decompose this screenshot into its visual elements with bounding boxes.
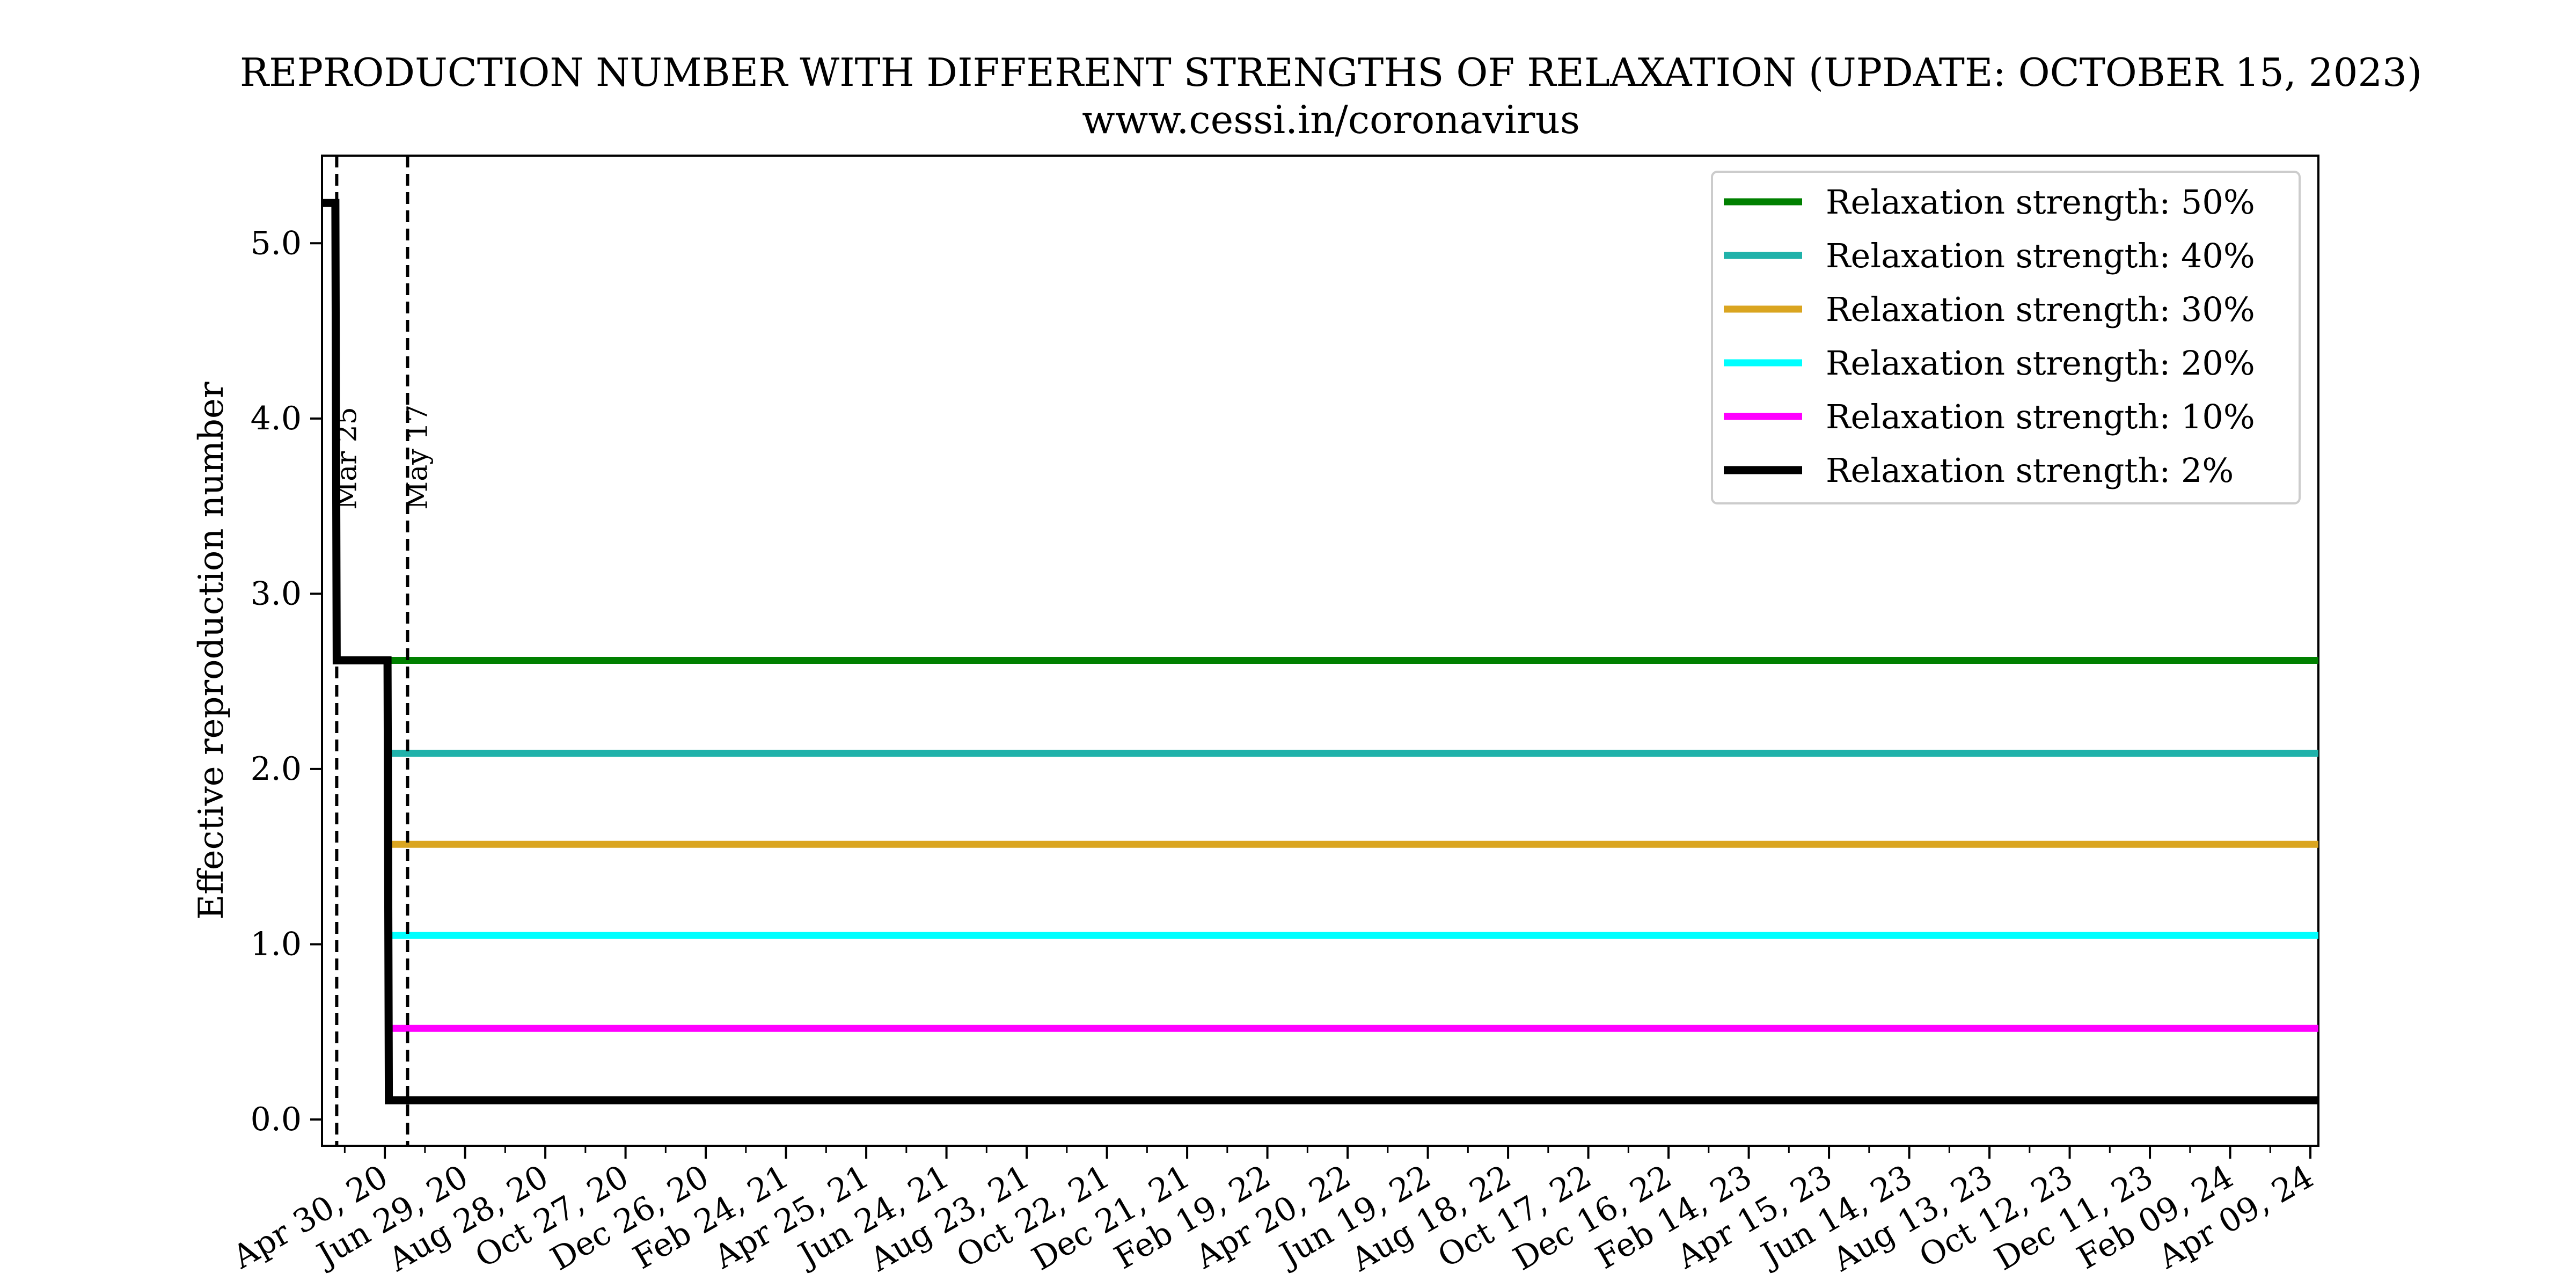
legend-label-4: Relaxation strength: 20% xyxy=(1826,343,2255,383)
y-tick-label: 2.0 xyxy=(251,750,302,788)
plot-frame xyxy=(321,155,2319,1147)
chart-title: REPRODUCTION NUMBER WITH DIFFERENT STREN… xyxy=(240,50,2422,95)
legend-label-1: Relaxation strength: 50% xyxy=(1826,182,2255,222)
y-axis-label: Effective reproduction number xyxy=(192,382,231,919)
legend-label-3: Relaxation strength: 30% xyxy=(1826,290,2255,329)
legend-label-5: Relaxation strength: 10% xyxy=(1826,397,2255,436)
legend-label-2: Relaxation strength: 40% xyxy=(1826,236,2255,275)
legend-label-6: Relaxation strength: 2% xyxy=(1826,451,2234,490)
y-tick-label: 3.0 xyxy=(251,575,302,612)
event-label-2: May 17 xyxy=(401,405,434,510)
y-tick-label: 4.0 xyxy=(251,400,302,437)
y-axis-ticks: 0.0 1.0 2.0 3.0 4.0 5.0 xyxy=(251,224,322,1138)
vline-group: Mar 25 May 17 xyxy=(331,156,434,1146)
x-axis-minor-ticks xyxy=(343,1146,2271,1153)
y-tick-label: 0.0 xyxy=(251,1101,302,1138)
y-tick-label: 1.0 xyxy=(251,925,302,963)
chart-subtitle: www.cessi.in/coronavirus xyxy=(1082,97,1580,142)
y-tick-label: 5.0 xyxy=(251,224,302,262)
event-label-1: Mar 25 xyxy=(331,407,363,510)
legend-items: Relaxation strength: 50% Relaxation stren… xyxy=(1724,182,2255,490)
legend-box xyxy=(1711,171,2301,504)
series-group xyxy=(322,199,2318,1104)
series-line-6 xyxy=(322,199,2318,1104)
legend: Relaxation strength: 50% Relaxation stren… xyxy=(1711,171,2301,504)
